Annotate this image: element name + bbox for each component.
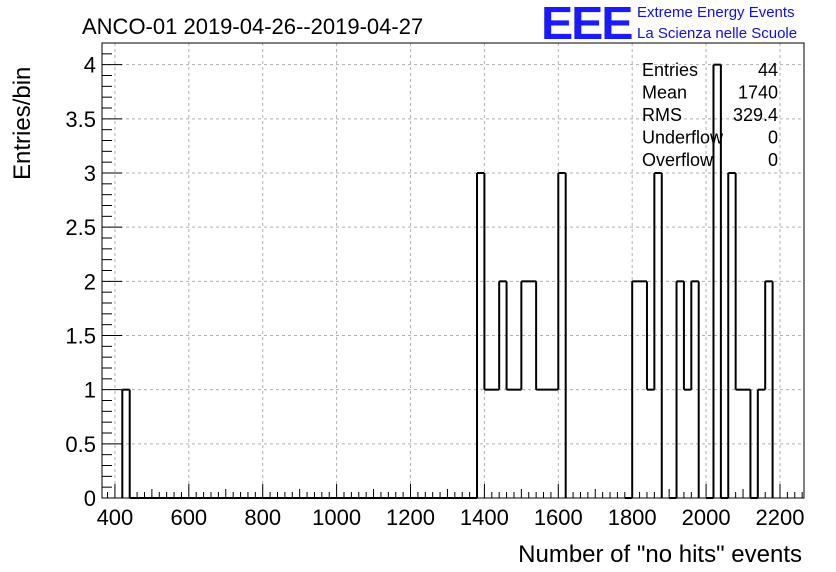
x-tick-label: 2200 bbox=[756, 505, 805, 530]
x-tick-label: 2000 bbox=[682, 505, 731, 530]
stats-value: 0 bbox=[768, 128, 778, 148]
y-tick-label: 1.5 bbox=[65, 324, 96, 349]
stats-label: Overflow bbox=[642, 150, 714, 170]
logo-line-1: Extreme Energy Events bbox=[637, 4, 795, 21]
eee-logo: EEE bbox=[541, 0, 633, 49]
stats-label: Entries bbox=[642, 60, 698, 80]
y-tick-label: 3.5 bbox=[65, 107, 96, 132]
stats-value: 0 bbox=[768, 150, 778, 170]
tick-labels: 400 600 800 1000 1200 1400 1600 1800 2000 220000.… bbox=[65, 53, 804, 530]
y-tick-label: 2 bbox=[84, 269, 96, 294]
stats-value: 329.4 bbox=[733, 105, 778, 125]
stats-box: Entries 44 Mean 1740 RMS 329.4 Underflow 0 Overf… bbox=[642, 60, 778, 170]
histogram-series bbox=[121, 63, 774, 499]
x-tick-label: 1600 bbox=[534, 505, 583, 530]
x-tick-label: 1200 bbox=[386, 505, 435, 530]
x-tick-label: 800 bbox=[244, 505, 281, 530]
x-tick-label: 1800 bbox=[608, 505, 657, 530]
y-tick-label: 0.5 bbox=[65, 432, 96, 457]
y-axis-label: Entries/bin bbox=[9, 67, 36, 180]
stats-value: 1740 bbox=[738, 83, 778, 103]
y-tick-label: 0 bbox=[84, 486, 96, 511]
stats-label: Underflow bbox=[642, 128, 724, 148]
stats-value: 44 bbox=[758, 60, 778, 80]
x-tick-label: 400 bbox=[97, 505, 134, 530]
x-tick-label: 600 bbox=[170, 505, 207, 530]
y-tick-label: 2.5 bbox=[65, 215, 96, 240]
axis-ticks bbox=[102, 53, 803, 499]
stats-label: RMS bbox=[642, 105, 682, 125]
y-tick-label: 3 bbox=[84, 161, 96, 186]
chart-title: ANCO-01 2019-04-26--2019-04-27 bbox=[82, 14, 423, 39]
y-tick-label: 1 bbox=[84, 378, 96, 403]
x-axis-label: Number of "no hits" events bbox=[518, 541, 802, 568]
stats-label: Mean bbox=[642, 83, 687, 103]
x-tick-label: 1000 bbox=[312, 505, 361, 530]
y-tick-label: 4 bbox=[84, 53, 96, 78]
grid-lines bbox=[102, 43, 804, 499]
logo-line-2: La Scienza nelle Scuole bbox=[637, 25, 798, 42]
x-tick-label: 1400 bbox=[460, 505, 509, 530]
